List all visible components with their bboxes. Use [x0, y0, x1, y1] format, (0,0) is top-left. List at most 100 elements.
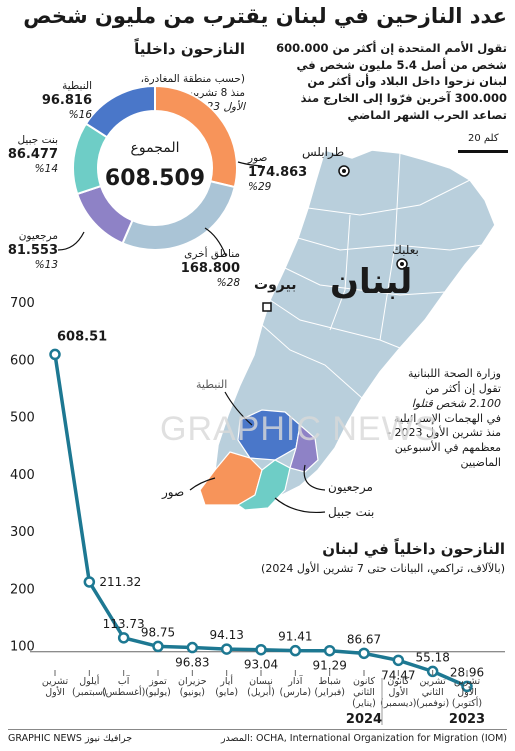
x-tick-label: (أكتوبر): [452, 696, 482, 709]
segment-name: مناطق أخرى: [184, 248, 240, 260]
segment-percent: %28: [216, 277, 240, 290]
x-tick-label: (يونيو): [180, 687, 205, 698]
y-tick-label: 700: [10, 296, 35, 311]
x-tick-label: (سبتمبر): [72, 687, 107, 698]
data-label: 55.18: [415, 650, 449, 664]
ministry-note: وزارة الصحة اللبنانية تقول إن أكثر من 2.…: [366, 367, 501, 471]
map-district-border: [261, 324, 363, 399]
data-point: [49, 348, 61, 361]
donut-leader-marjayoun: [57, 231, 85, 251]
segment-value: 96.816: [41, 93, 92, 109]
credit-note: GRAPHIC NEWS جرافيك نيوز: [8, 733, 133, 744]
line-chart-title: النازحون داخلياً في لبنان: [322, 540, 505, 558]
city-marker-baalbek-dot: [400, 262, 404, 266]
donut-slice: [84, 84, 156, 139]
year-label: 2023: [449, 712, 485, 727]
x-tick-label: (مارس): [280, 687, 312, 698]
x-tick-label: نيسان: [249, 676, 273, 687]
segment-label-nabatieh: النبطية 96.816 %16: [30, 80, 92, 123]
y-tick-label: 200: [10, 582, 35, 597]
donut-title: النازحون داخلياً: [134, 40, 245, 58]
data-label: 91.29: [312, 659, 346, 673]
data-label: 93.04: [244, 658, 278, 672]
y-tick-label: 300: [10, 525, 35, 540]
map-district-bint-jbeil: [236, 459, 291, 511]
data-point: [358, 647, 370, 660]
ministry-note-line: معظمهم في الأسبوعين: [394, 441, 501, 455]
donut-center-label: المجموع: [130, 140, 180, 156]
donut-subtitle-line: منذ 8 تشرين: [188, 87, 245, 100]
map-district-border: [307, 179, 471, 216]
leader-line-bint-jbeil: [274, 497, 326, 514]
x-tick-label: كانون: [387, 676, 409, 687]
district-label-bint-jbeil: بنت جبيل: [328, 505, 375, 519]
segment-label-other: مناطق أخرى 168.800 %28: [160, 248, 240, 291]
donut-leader-tyre: [237, 161, 263, 167]
city-label-tripoli: طرابلس: [302, 145, 345, 159]
data-label: 608.51: [57, 329, 107, 344]
data-point: [117, 632, 130, 644]
data-point: [220, 643, 233, 655]
district-label-marjayoun: مرجعيون: [328, 480, 373, 494]
map-district-border: [329, 214, 351, 331]
segment-label-bint-jbeil: بنت جبيل 86.477 %14: [2, 134, 58, 177]
x-tick-label: تشرين: [454, 676, 481, 687]
segment-name: النبطية: [62, 80, 92, 92]
x-tick-label: (ديسمبر): [380, 698, 416, 709]
map-land: [214, 149, 496, 496]
x-tick-label: (نوفمبر): [416, 698, 449, 709]
map-district-border: [379, 152, 401, 341]
data-point: [323, 644, 336, 657]
map-scale-label: 20 كلم: [468, 133, 499, 144]
donut-subtitle-line: (حسب منطقة المغادرة،: [140, 73, 245, 85]
data-point: [461, 680, 473, 693]
x-tick-label: تموز: [148, 676, 167, 687]
page-title: عدد النازحين في لبنان يقترب من مليون شخص: [23, 4, 507, 28]
y-tick-label: 600: [10, 353, 35, 368]
x-tick-label: (يوليو): [145, 687, 171, 698]
x-tick-label: تشرين: [420, 676, 447, 687]
data-label: 91.41: [278, 630, 312, 644]
x-tick-label: شباط: [318, 676, 341, 687]
district-label-nabatieh: النبطية: [196, 378, 228, 391]
leader-line-nabatieh: [224, 391, 253, 426]
ministry-note-line: الماضيين: [460, 456, 501, 470]
ministry-note-line: تقول إن أكثر من: [425, 381, 501, 395]
segment-name: بنت جبيل: [17, 134, 58, 146]
city-marker-beirut: [262, 302, 272, 312]
segment-value: 174.863: [248, 165, 308, 181]
x-tick-label: الثاني: [353, 687, 375, 698]
x-tick-label: أيلول: [79, 674, 100, 687]
data-point: [392, 654, 405, 667]
x-tick-label: (يناير): [352, 698, 376, 709]
data-point: [83, 576, 96, 588]
x-tick-label: الأول: [389, 686, 409, 698]
map-district-border: [269, 299, 401, 349]
segment-name: مرجعيون: [18, 230, 58, 242]
x-tick-label: (فبراير): [314, 687, 345, 698]
segment-value: 86.477: [7, 147, 58, 163]
x-tick-label: الثاني: [422, 687, 444, 698]
year-label: 2024: [346, 712, 382, 727]
map-scale-bar: [458, 150, 508, 153]
data-label: 94.13: [209, 628, 243, 642]
source-note: المصدر: OCHA, International Organization…: [220, 733, 507, 744]
city-label-baalbek: بعلبك: [392, 243, 419, 257]
map-district-border: [284, 267, 446, 296]
segment-value: 168.800: [180, 261, 240, 277]
segment-label-tyre: صور 174.863 %29: [248, 152, 308, 195]
x-tick-label: حزيران: [178, 676, 207, 687]
watermark: GRAPHIC NEWS: [160, 410, 439, 448]
data-label: 211.32: [99, 575, 141, 589]
x-tick-label: آب: [118, 674, 130, 687]
segment-label-marjayoun: مرجعيون 81.553 %13: [2, 230, 58, 273]
line-chart-subtitle: (بالآلاف، تراكمي، البيانات حتى 7 تشرين ا…: [261, 562, 505, 575]
data-point: [289, 644, 302, 657]
ministry-note-line: 2.100 شخص قتلوا: [411, 396, 501, 410]
ministry-note-line: وزارة الصحة اللبنانية: [407, 367, 501, 380]
y-tick-label: 400: [10, 468, 35, 483]
x-tick-label: الأول: [457, 686, 477, 698]
line-chart: 100200300400500600700608.51تشرينالأول211…: [10, 296, 505, 727]
x-tick-label: أيار: [219, 674, 233, 687]
city-label-beirut: بيروت: [254, 277, 297, 293]
